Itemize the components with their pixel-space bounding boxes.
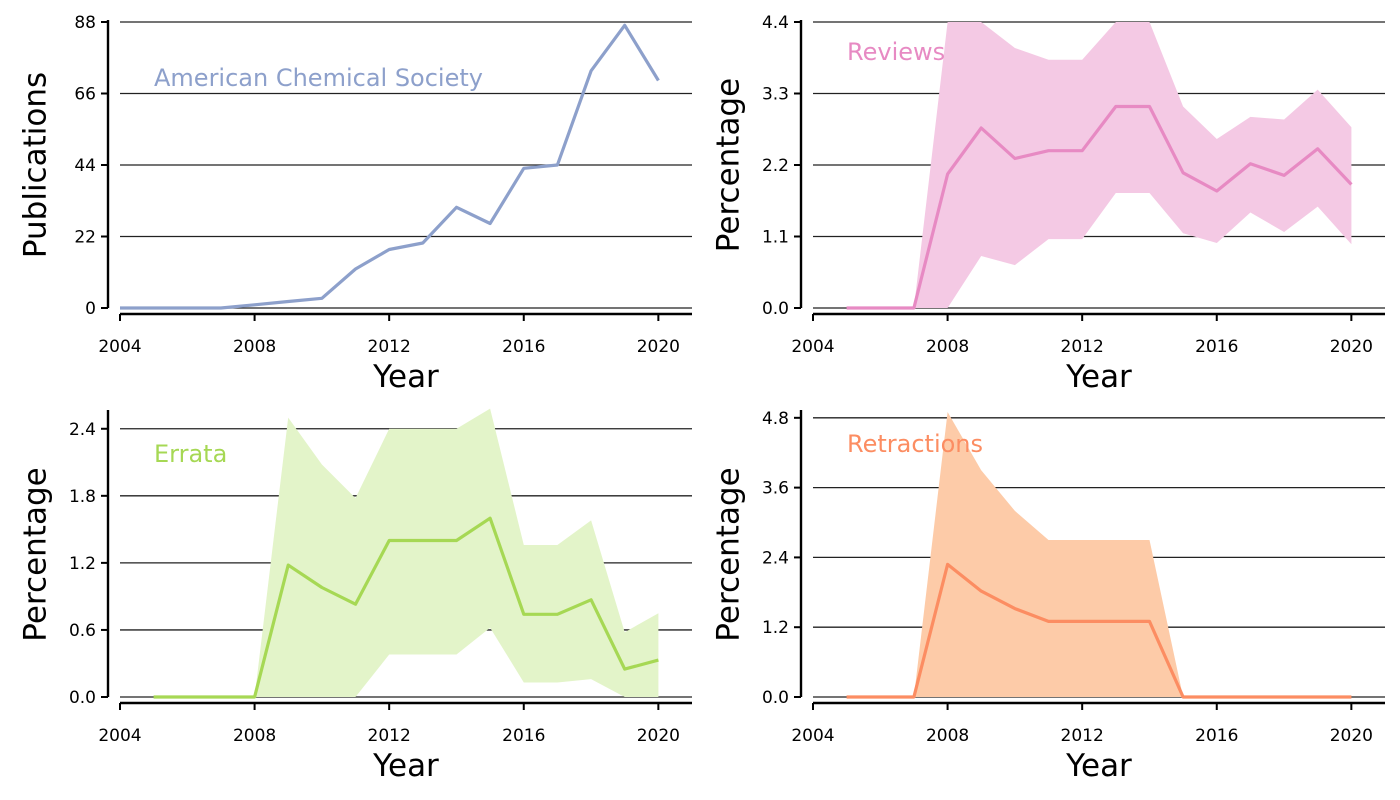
chart-panel-4: 0.0 1.2 2.4 3.6 4.8 2004 2008 2012 2016 2020 Year P… <box>711 409 1385 784</box>
y-tick-label: 0 <box>85 299 96 319</box>
series-line <box>846 562 1352 699</box>
y-tick-label: 44 <box>74 156 96 176</box>
chart-panel-3: 0.0 0.6 1.2 1.8 2.4 2004 2008 2012 2016 2020 Year P… <box>18 408 692 784</box>
x-tick-label: 2004 <box>791 337 834 357</box>
chart-panel-2: 0.0 1.1 2.2 3.3 4.4 2004 2008 2012 2016 2020 Year P… <box>711 13 1385 395</box>
y-tick-label: 66 <box>74 85 96 105</box>
series-title: Errata <box>154 440 227 468</box>
x-axis-title: Year <box>1065 359 1132 395</box>
y-tick-label: 1.2 <box>69 554 96 574</box>
x-axis-title: Year <box>372 748 439 784</box>
x-tick-label: 2016 <box>1195 726 1238 746</box>
x-tick-label: 2020 <box>637 726 680 746</box>
x-tick-label: 2020 <box>637 337 680 357</box>
y-tick-label: 2.4 <box>69 420 96 440</box>
x-tick-label: 2012 <box>1061 337 1104 357</box>
x-axis-title: Year <box>372 359 439 395</box>
confidence-band <box>846 412 1352 697</box>
y-tick-label: 0.6 <box>69 621 96 641</box>
x-tick-label: 2012 <box>368 337 411 357</box>
y-tick-label: 4.4 <box>762 13 789 33</box>
y-tick-label: 0.0 <box>69 688 96 708</box>
x-tick-label: 2012 <box>1061 726 1104 746</box>
series-title: American Chemical Society <box>154 64 483 92</box>
x-tick-label: 2008 <box>926 337 969 357</box>
y-tick-label: 1.1 <box>762 228 789 248</box>
x-tick-label: 2016 <box>502 726 545 746</box>
confidence-band <box>846 22 1352 308</box>
y-axis-title: Percentage <box>711 467 747 641</box>
y-tick-label: 3.3 <box>762 85 789 105</box>
series-title: Retractions <box>847 430 983 458</box>
chart-panel-1: 0 22 44 66 88 2004 2008 2012 2016 2020 Year Publica… <box>18 13 692 395</box>
series-title: Reviews <box>847 38 945 66</box>
series-line <box>846 104 1353 310</box>
series-line <box>120 23 660 310</box>
x-tick-label: 2004 <box>98 337 141 357</box>
x-tick-label: 2020 <box>1330 726 1373 746</box>
y-tick-label: 2.4 <box>762 548 789 568</box>
y-axis-title: Percentage <box>18 467 54 641</box>
y-tick-label: 3.6 <box>762 479 789 499</box>
x-tick-label: 2008 <box>233 726 276 746</box>
y-tick-label: 4.8 <box>762 409 789 429</box>
x-tick-label: 2016 <box>1195 337 1238 357</box>
y-tick-label: 22 <box>74 228 96 248</box>
series-line <box>153 516 659 699</box>
x-tick-label: 2016 <box>502 337 545 357</box>
y-tick-label: 0.0 <box>762 688 789 708</box>
confidence-band <box>153 408 659 697</box>
y-axis-title: Publications <box>18 72 54 258</box>
x-tick-label: 2008 <box>233 337 276 357</box>
y-tick-label: 2.2 <box>762 156 789 176</box>
y-tick-label: 1.8 <box>69 487 96 507</box>
y-axis-title: Percentage <box>711 78 747 252</box>
x-tick-label: 2012 <box>368 726 411 746</box>
y-tick-label: 88 <box>74 13 96 33</box>
x-tick-label: 2008 <box>926 726 969 746</box>
x-tick-label: 2004 <box>791 726 834 746</box>
x-tick-label: 2020 <box>1330 337 1373 357</box>
x-axis-title: Year <box>1065 748 1132 784</box>
x-tick-label: 2004 <box>98 726 141 746</box>
y-tick-label: 0.0 <box>762 299 789 319</box>
y-tick-label: 1.2 <box>762 618 789 638</box>
